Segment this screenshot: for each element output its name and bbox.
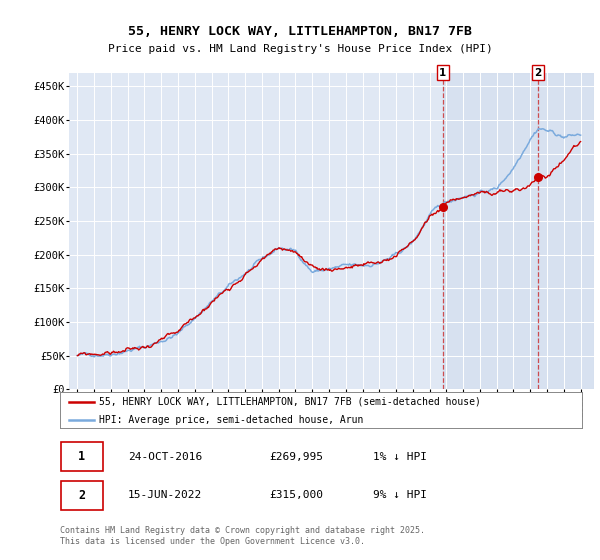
Text: 2: 2 <box>534 68 541 78</box>
Text: £269,995: £269,995 <box>269 452 323 462</box>
Text: 55, HENRY LOCK WAY, LITTLEHAMPTON, BN17 7FB: 55, HENRY LOCK WAY, LITTLEHAMPTON, BN17 … <box>128 25 472 39</box>
Text: 1: 1 <box>439 68 446 78</box>
Text: Price paid vs. HM Land Registry's House Price Index (HPI): Price paid vs. HM Land Registry's House … <box>107 44 493 54</box>
Text: HPI: Average price, semi-detached house, Arun: HPI: Average price, semi-detached house,… <box>99 416 364 426</box>
Text: 55, HENRY LOCK WAY, LITTLEHAMPTON, BN17 7FB (semi-detached house): 55, HENRY LOCK WAY, LITTLEHAMPTON, BN17 … <box>99 397 481 407</box>
Text: 2: 2 <box>79 489 85 502</box>
Bar <box>443 73 538 389</box>
FancyBboxPatch shape <box>61 480 103 510</box>
Bar <box>538 73 594 389</box>
Text: 1% ↓ HPI: 1% ↓ HPI <box>373 452 427 462</box>
Text: 15-JUN-2022: 15-JUN-2022 <box>128 491 202 501</box>
Text: 24-OCT-2016: 24-OCT-2016 <box>128 452 202 462</box>
Text: 9% ↓ HPI: 9% ↓ HPI <box>373 491 427 501</box>
Text: Contains HM Land Registry data © Crown copyright and database right 2025.
This d: Contains HM Land Registry data © Crown c… <box>60 526 425 545</box>
Text: £315,000: £315,000 <box>269 491 323 501</box>
Text: 1: 1 <box>79 450 85 463</box>
FancyBboxPatch shape <box>61 442 103 472</box>
